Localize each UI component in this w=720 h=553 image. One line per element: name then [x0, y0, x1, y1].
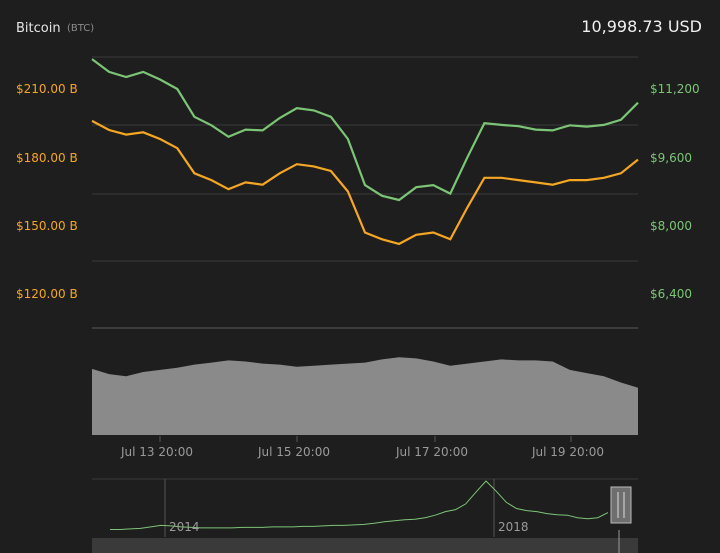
y-left-tick: $210.00 B [16, 82, 78, 96]
y-right-tick: $11,200 [650, 82, 700, 96]
coin-ticker: (BTC) [67, 23, 95, 34]
market-cap-series-line [91, 119, 639, 246]
x-tick-label: Jul 19 20:00 [532, 445, 604, 459]
y-right-tick: $9,600 [650, 151, 692, 165]
x-tick-label: Jul 13 20:00 [121, 445, 193, 459]
current-price: 10,998.73 USD [581, 17, 702, 36]
x-tick-label: Jul 15 20:00 [258, 445, 330, 459]
navigator-handle-box [610, 486, 632, 524]
y-left-tick: $120.00 B [16, 287, 78, 301]
grid [92, 56, 638, 329]
price-series-line [91, 58, 639, 202]
x-ticks [159, 436, 572, 442]
y-left-tick: $180.00 B [16, 151, 78, 165]
y-left-tick: $150.00 B [16, 219, 78, 233]
navigator-year-label: 2018 [498, 520, 529, 534]
y-right-tick: $8,000 [650, 219, 692, 233]
x-tick-label: Jul 17 20:00 [396, 445, 468, 459]
volume-area [92, 357, 638, 435]
coin-name: Bitcoin [16, 21, 61, 36]
navigator-year-label: 2014 [169, 520, 200, 534]
y-right-tick: $6,400 [650, 287, 692, 301]
navigator-handle[interactable] [610, 486, 632, 524]
navigator-scrollbar[interactable] [92, 538, 638, 553]
navigator-history-line [110, 480, 609, 530]
